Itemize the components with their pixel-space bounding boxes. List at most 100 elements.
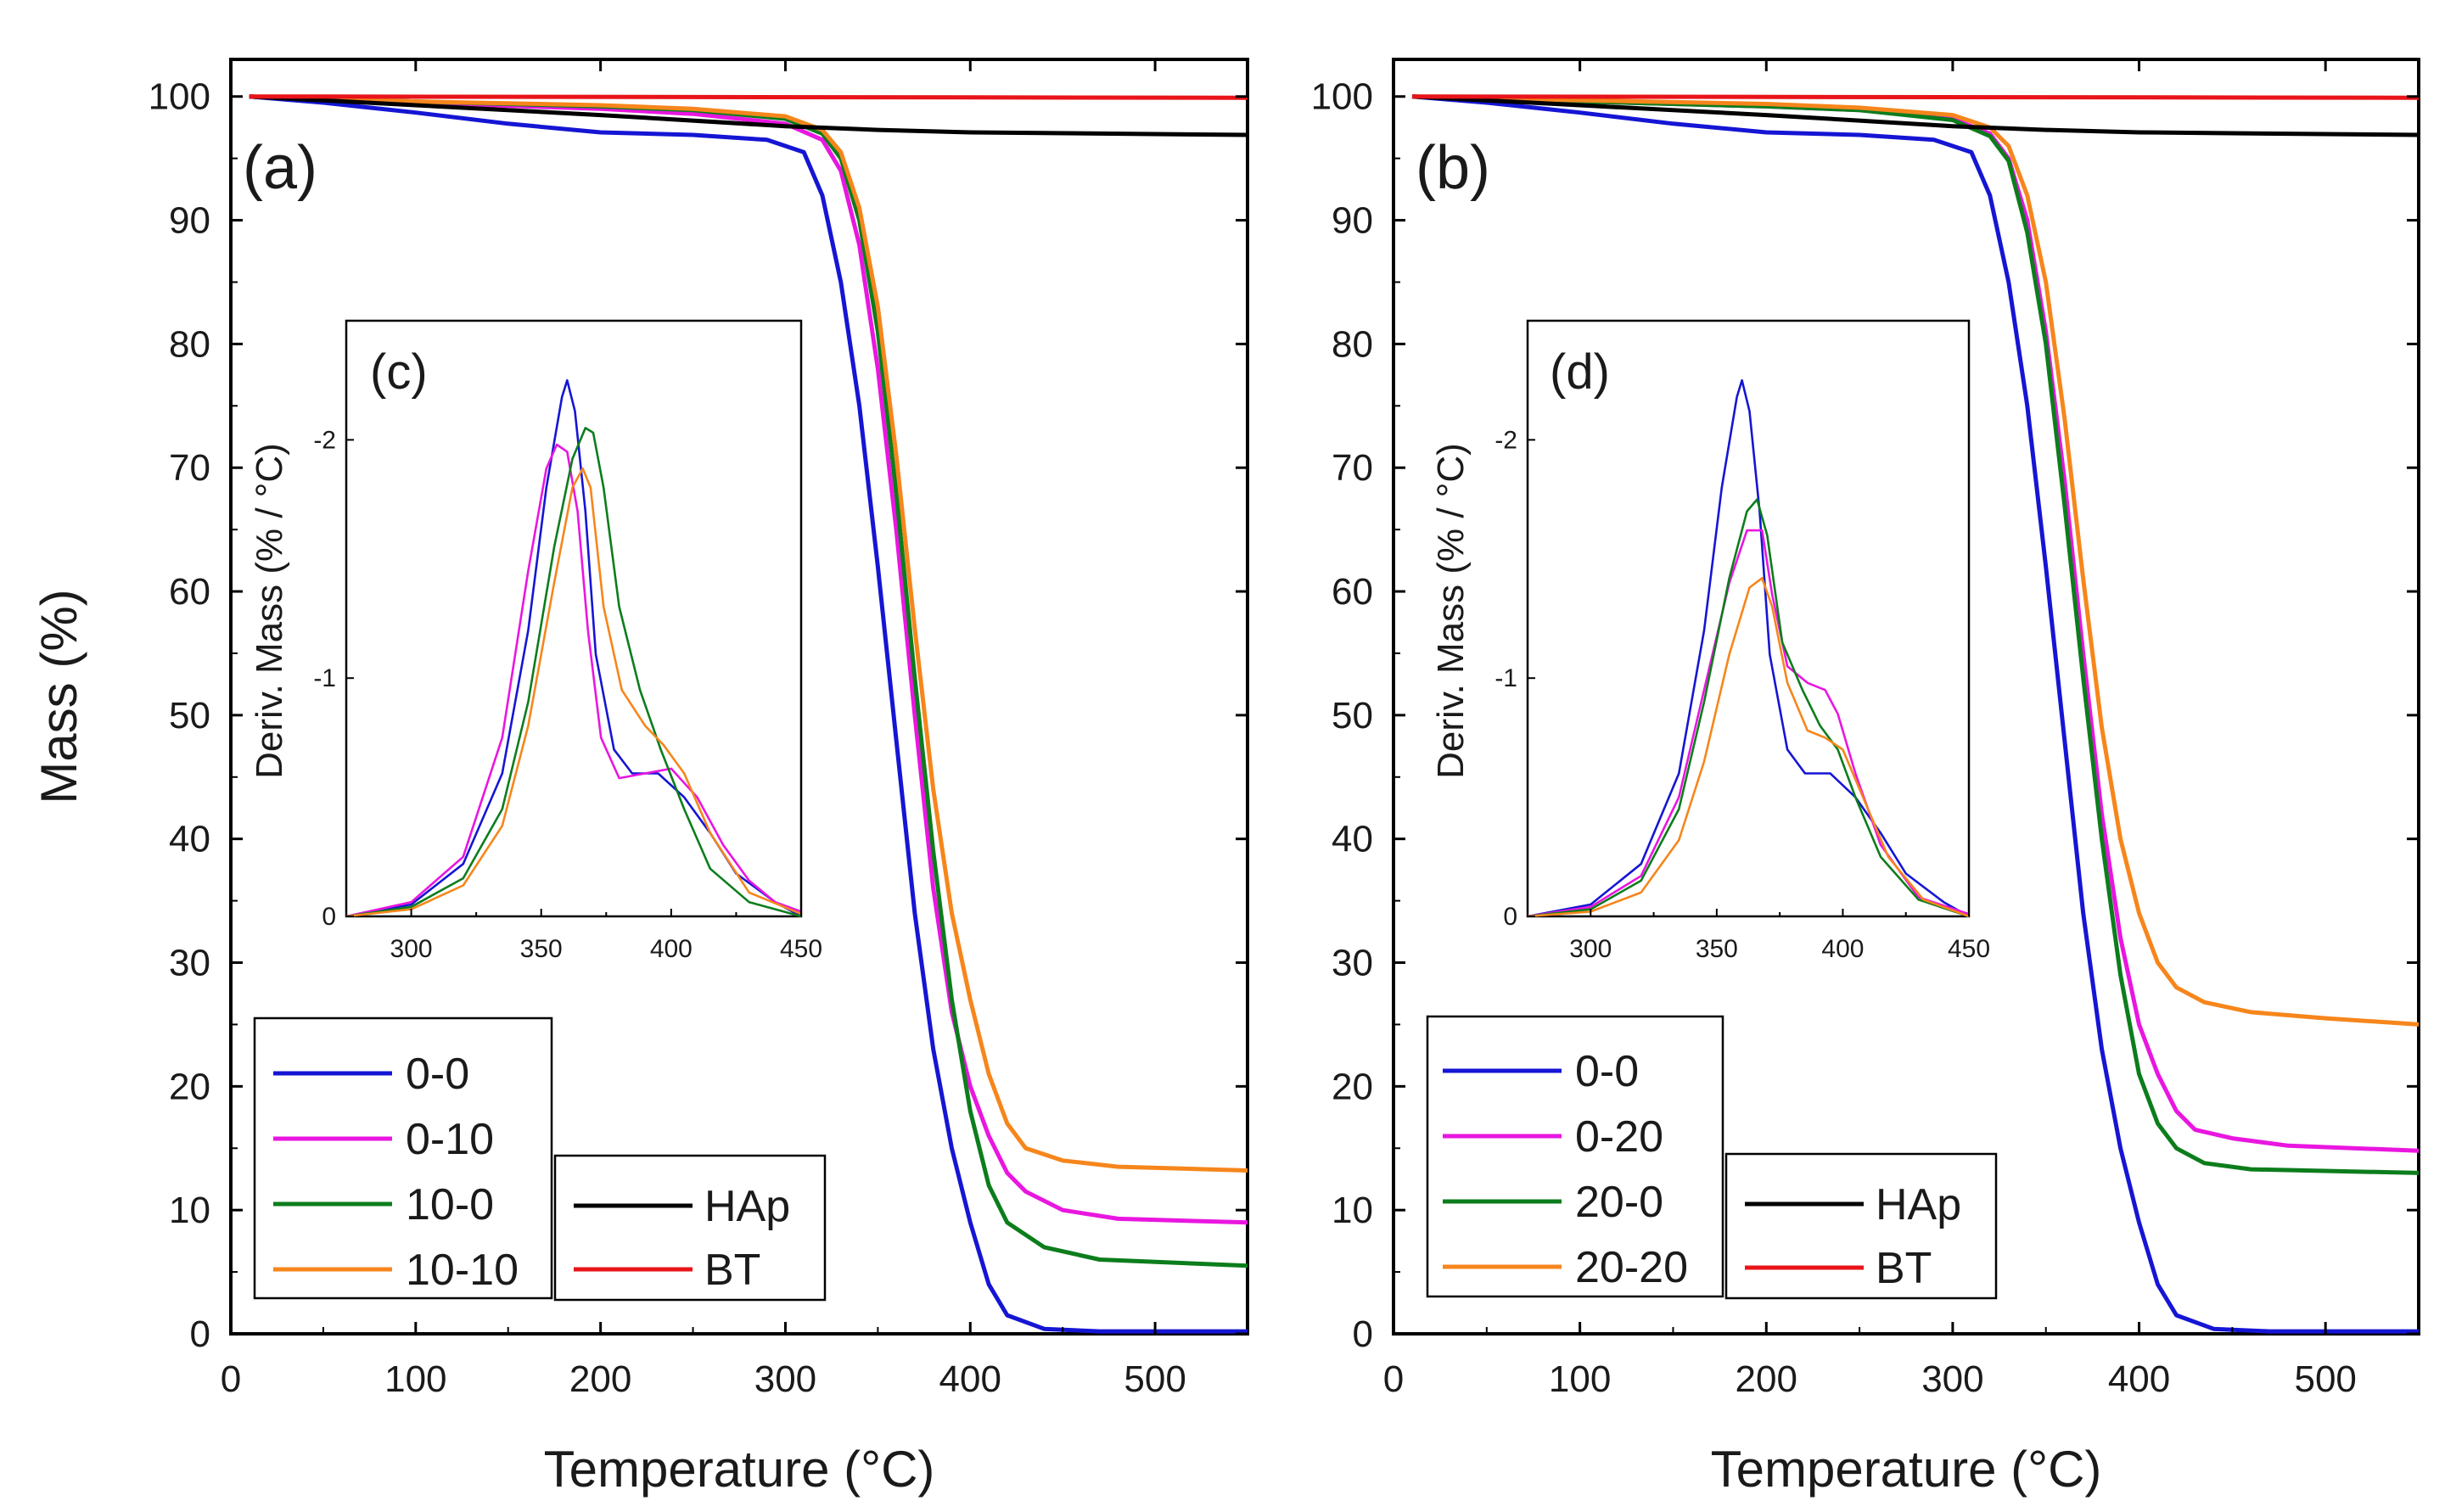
x-tick-label-b-100: 100	[1549, 1358, 1611, 1400]
panel-a: 0 100 200 300 400 500 0 10 20 30 40 50 60 70 80 90 100 (…	[31, 58, 1249, 1498]
inset-c: 300 350 400 450 0 -1 -2 (c) Deriv. Mass (% / °…	[249, 319, 822, 963]
y-tick-label-a-10: 10	[169, 1190, 210, 1231]
y-tick-label-c--1: -1	[313, 664, 336, 692]
x-tick-label-a-200: 200	[569, 1358, 631, 1400]
y-tick-label-b-30: 30	[1332, 943, 1373, 984]
inset-c-plot-area	[345, 319, 803, 918]
legend-label-0-20: 0-20	[1575, 1112, 1663, 1162]
x-tick-label-b-200: 200	[1736, 1358, 1797, 1400]
y-tick-label-a-90: 90	[169, 200, 210, 242]
legend-label-0-0: 0-0	[406, 1050, 469, 1099]
legend-label-20-0: 20-0	[1575, 1178, 1663, 1227]
series-line-b-0-0	[1411, 94, 2419, 1334]
panel-a-x-axis-title: Temperature (°C)	[544, 1441, 935, 1498]
series-line-a-hap	[249, 94, 1248, 137]
panel-a-legend-box	[253, 1016, 553, 1300]
y-tick-label-a-30: 30	[169, 943, 210, 984]
y-tick-label-b-50: 50	[1332, 695, 1373, 736]
legend-label-hap: HAp	[704, 1182, 790, 1231]
series-line-d-20-20	[1527, 577, 1970, 918]
inset-c-y-axis-title: Deriv. Mass (% / °C)	[249, 443, 290, 779]
panel-a-legend-box-secondary	[553, 1154, 827, 1302]
series-line-c-10-10	[345, 467, 802, 918]
inset-d-plot-area	[1526, 319, 1971, 918]
y-tick-label-a-50: 50	[169, 695, 210, 736]
x-tick-label-d-450: 450	[1948, 935, 1990, 963]
panel-b-plot-area	[1392, 58, 2420, 1336]
series-line-b-20-20	[1411, 94, 2420, 1027]
inset-c-axes: 300 350 400 450 0 -1 -2	[313, 426, 822, 963]
series-line-c-0-10	[345, 443, 802, 918]
y-tick-label-a-70: 70	[169, 447, 210, 489]
y-tick-label-b-10: 10	[1332, 1190, 1373, 1231]
inset-d-label: (d)	[1550, 344, 1610, 400]
y-tick-label-b-0: 0	[1353, 1313, 1373, 1355]
y-tick-label-b-60: 60	[1332, 571, 1373, 613]
x-tick-label-b-400: 400	[2108, 1358, 2170, 1400]
x-tick-label-c-300: 300	[390, 935, 433, 963]
panel-b-legend-box-secondary	[1724, 1152, 1998, 1300]
y-tick-label-b-90: 90	[1332, 200, 1373, 242]
x-tick-label-d-300: 300	[1569, 935, 1612, 963]
panel-a-label: (a)	[243, 134, 317, 202]
x-tick-label-a-300: 300	[754, 1358, 816, 1400]
series-line-c-10-0	[345, 427, 802, 918]
panel-a-series	[249, 94, 1248, 1334]
inset-d-axes: 300 350 400 450 0 -1 -2	[1494, 426, 1990, 963]
x-tick-label-d-400: 400	[1821, 935, 1864, 963]
panel-a-legend-secondary: HAp BT	[553, 1154, 827, 1302]
panel-a-y-axis-title: Mass (%)	[31, 589, 87, 804]
panel-b-x-axis-title: Temperature (°C)	[1711, 1441, 2102, 1498]
inset-c-series	[345, 378, 802, 918]
y-tick-label-a-80: 80	[169, 323, 210, 365]
panel-a-legend-primary: 0-0 0-10 10-0 10-10	[253, 1016, 553, 1300]
inset-d-series	[1527, 378, 1970, 918]
y-tick-label-b-20: 20	[1332, 1066, 1373, 1107]
x-tick-label-a-400: 400	[939, 1358, 1001, 1400]
legend-label-hap-b: HAp	[1876, 1180, 1961, 1229]
series-line-a-10-10	[249, 94, 1248, 1173]
y-tick-label-b-70: 70	[1332, 447, 1373, 489]
inset-c-label: (c)	[370, 344, 428, 400]
series-line-a-bt	[249, 94, 1248, 100]
x-tick-label-b-300: 300	[1921, 1358, 1983, 1400]
series-line-b-bt	[1411, 94, 2420, 100]
x-tick-label-b-0: 0	[1383, 1358, 1404, 1400]
legend-label-bt: BT	[704, 1246, 760, 1295]
panel-b-legend-box	[1426, 1015, 1724, 1298]
y-tick-label-a-20: 20	[169, 1066, 210, 1107]
y-tick-label-a-100: 100	[149, 76, 210, 118]
panel-b-legend-secondary: HAp BT	[1724, 1152, 1998, 1300]
y-tick-label-d--2: -2	[1494, 426, 1517, 454]
x-tick-label-c-450: 450	[780, 935, 822, 963]
series-line-b-20-0	[1411, 94, 2420, 1175]
y-tick-label-b-80: 80	[1332, 323, 1373, 365]
y-tick-label-c--2: -2	[313, 426, 336, 454]
x-tick-label-c-350: 350	[520, 935, 563, 963]
panel-b-label: (b)	[1416, 134, 1490, 202]
legend-label-0-0-b: 0-0	[1575, 1047, 1639, 1096]
panel-a-axes: 0 100 200 300 400 500 0 10 20 30 40 50 60 70 80 90 100	[149, 59, 1248, 1400]
inset-d-y-axis-title: Deriv. Mass (% / °C)	[1430, 443, 1472, 779]
y-tick-label-a-60: 60	[169, 571, 210, 613]
y-tick-label-b-40: 40	[1332, 819, 1373, 860]
panel-b-axes: 0 100 200 300 400 500 0 10 20 30 40 50 60 70 80 90 100	[1311, 59, 2419, 1400]
y-tick-label-d-0: 0	[1503, 903, 1517, 931]
inset-d: 300 350 400 450 0 -1 -2 (d) Deriv. Mass (% / °…	[1430, 319, 1990, 963]
y-tick-label-a-40: 40	[169, 819, 210, 860]
series-line-a-0-10	[249, 94, 1248, 1225]
panel-b: 0 100 200 300 400 500 0 10 20 30 40 50 60 70 80 90 100 (…	[1311, 58, 2420, 1498]
legend-label-20-20: 20-20	[1575, 1243, 1688, 1292]
y-tick-label-a-0: 0	[190, 1313, 210, 1355]
y-tick-label-d--1: -1	[1494, 664, 1517, 692]
x-tick-label-d-350: 350	[1696, 935, 1738, 963]
series-line-a-0-0	[249, 94, 1248, 1334]
panel-a-plot-area	[229, 58, 1249, 1336]
y-tick-label-b-100: 100	[1311, 76, 1373, 118]
x-tick-label-a-500: 500	[1124, 1358, 1186, 1400]
x-tick-label-a-0: 0	[221, 1358, 241, 1400]
x-tick-label-c-400: 400	[650, 935, 693, 963]
x-tick-label-a-100: 100	[384, 1358, 446, 1400]
series-line-b-hap	[1411, 94, 2420, 137]
